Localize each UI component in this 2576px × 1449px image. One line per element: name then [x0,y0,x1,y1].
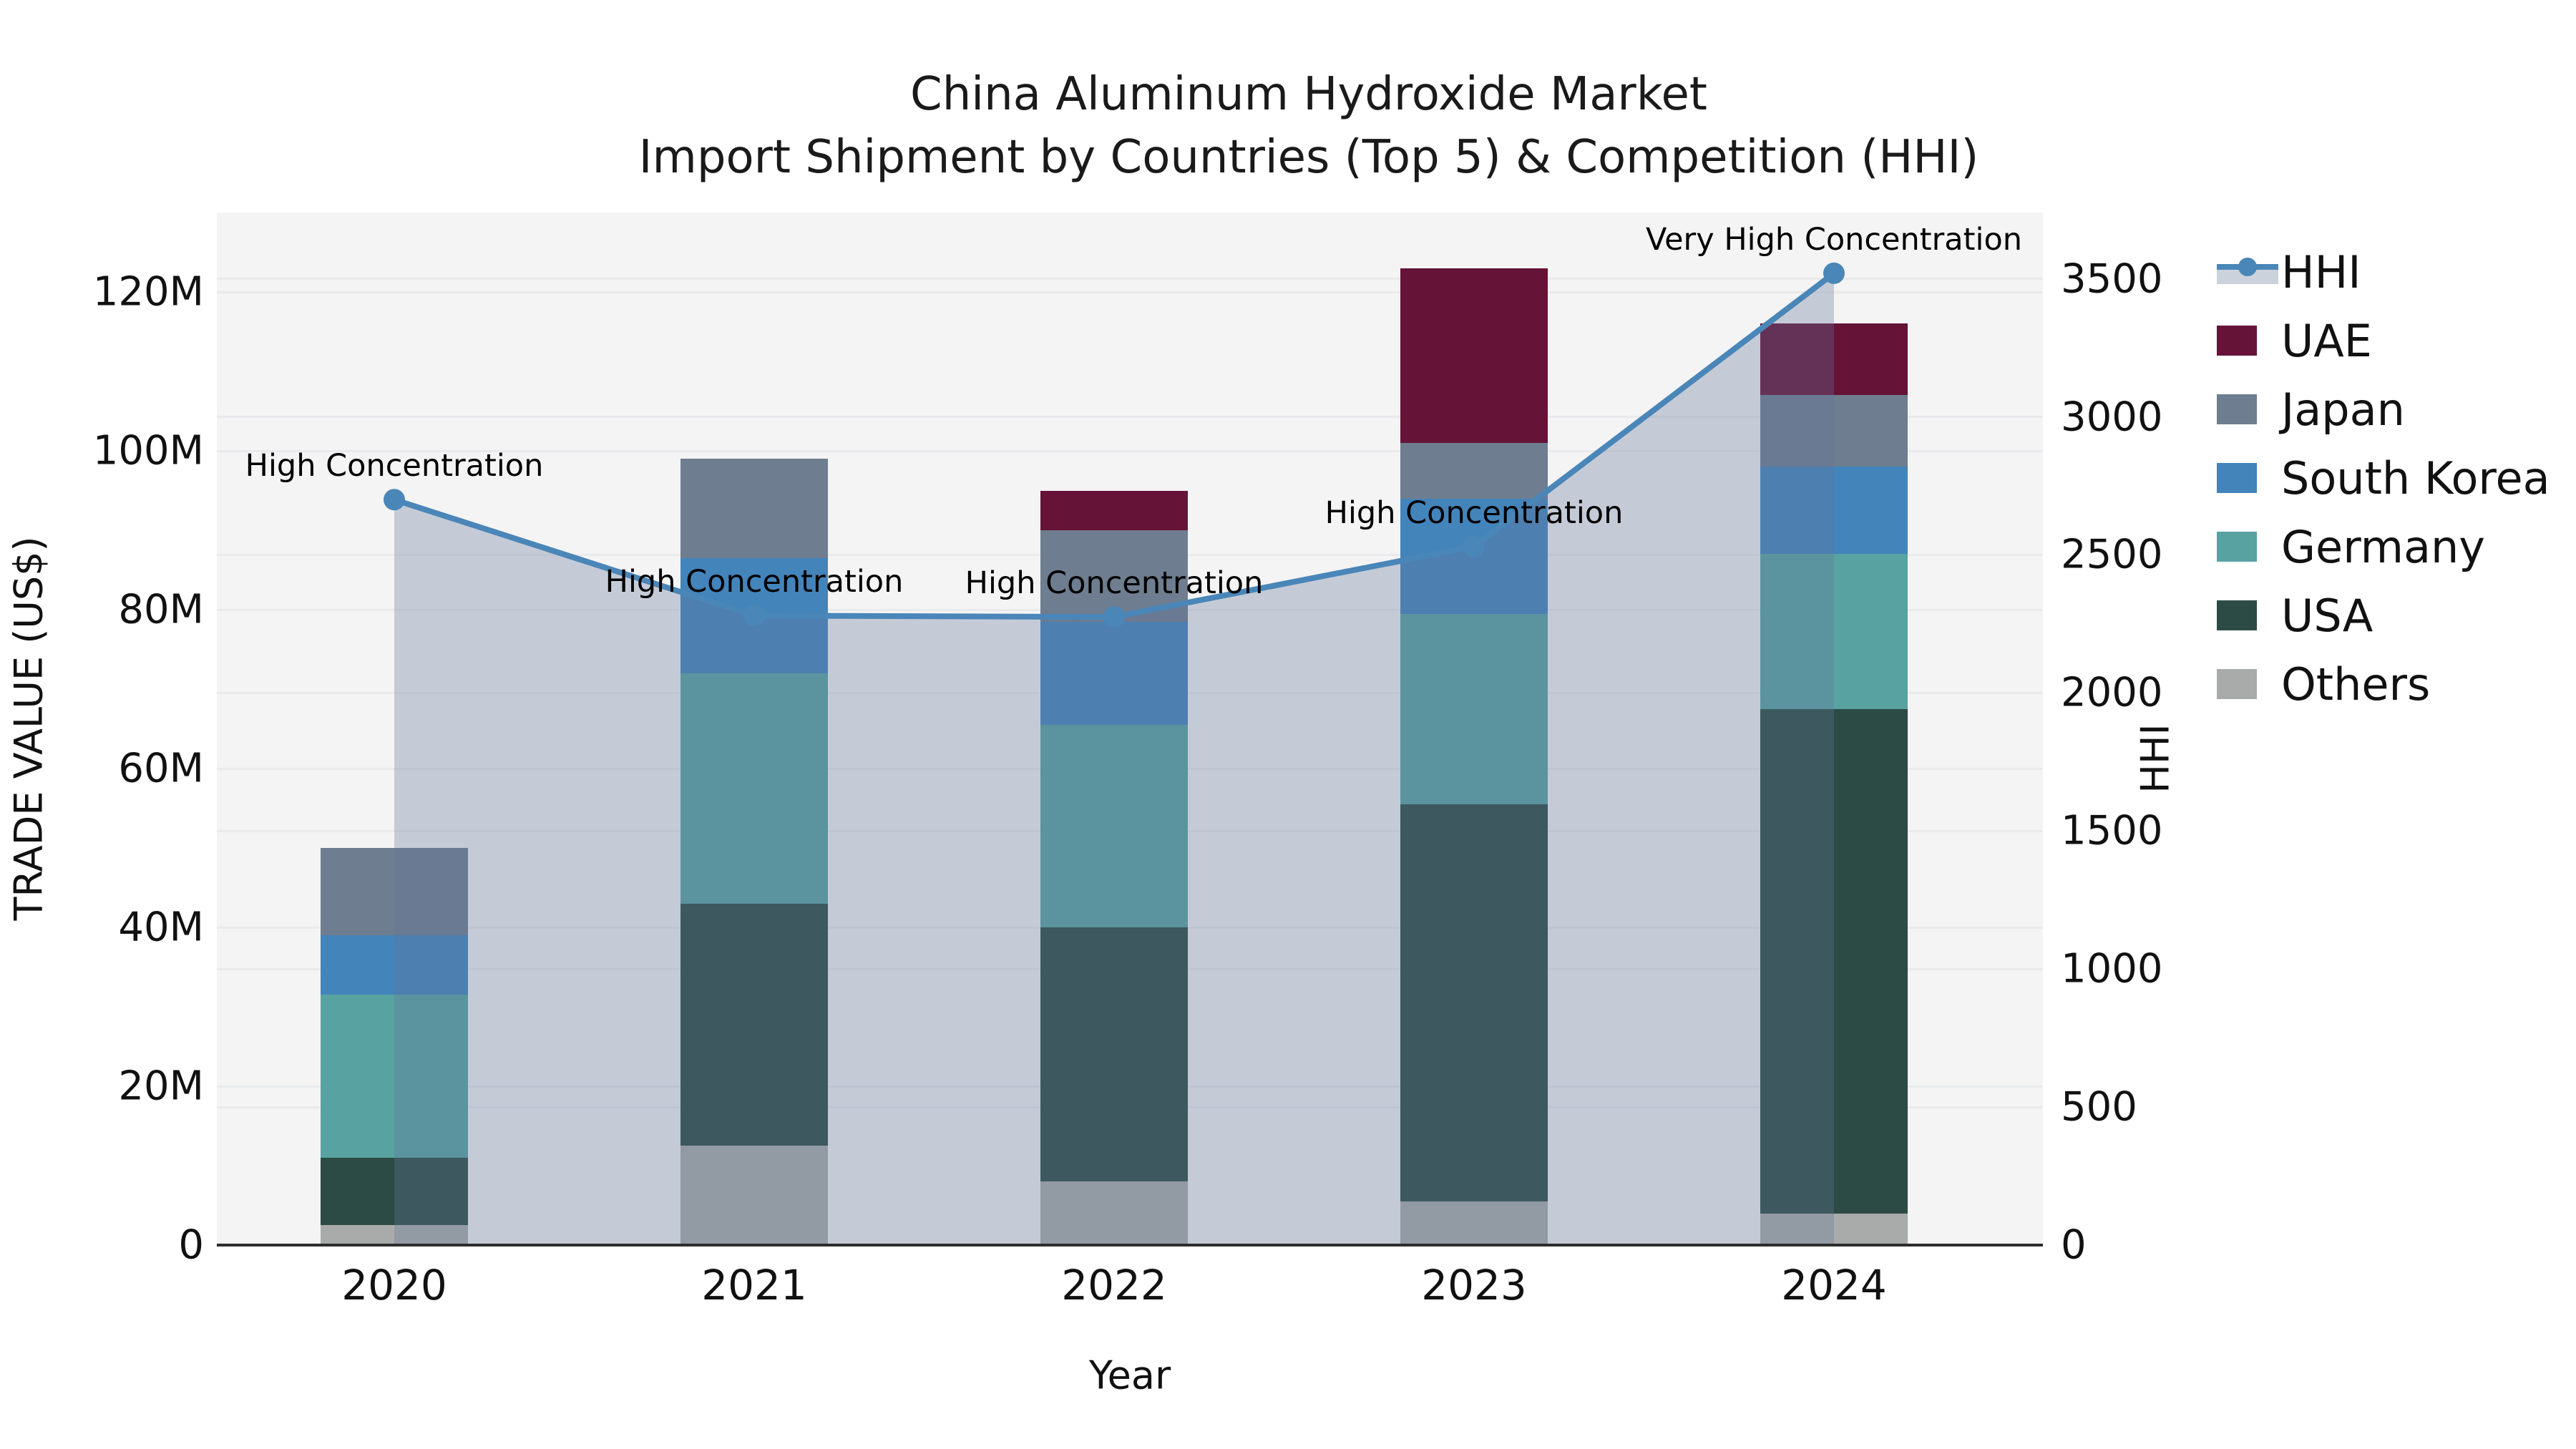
y-axis-right-title: HHI [2132,723,2178,794]
bar-segment-others-2020 [321,1225,468,1245]
bar-segment-others-2021 [680,1146,828,1245]
bar-segment-japan-2021 [680,459,828,558]
chart-title-line2: Import Shipment by Countries (Top 5) & C… [638,131,1979,184]
x-tick-2023: 2023 [1421,1261,1527,1309]
gridline-left-120M [217,291,2043,293]
bar-segment-japan-2020 [321,848,468,936]
bar-segment-south-korea-2020 [321,935,468,995]
legend-label-hhi: HHI [2281,245,2361,298]
gridline-right-3000 [217,416,2043,418]
bar-2024 [1760,213,1908,1245]
y-right-tick-3500: 3500 [2061,255,2163,303]
y-right-tick-2000: 2000 [2061,669,2163,716]
y-right-tick-500: 500 [2061,1083,2137,1131]
legend-label-germany: Germany [2281,520,2485,573]
y-right-tick-1000: 1000 [2061,945,2163,992]
y-left-tick-40M: 40M [118,904,204,951]
legend-label-japan: Japan [2281,383,2405,436]
legend-label-south-korea: South Korea [2281,452,2550,504]
y-left-tick-100M: 100M [92,427,204,474]
bar-segment-japan-2023 [1400,442,1548,499]
legend-label-uae: UAE [2281,314,2372,367]
legend-item-uae: UAE [2217,306,2550,375]
legend-swatch-japan [2217,394,2257,424]
gridline-left-100M [217,449,2043,452]
legend-swatch-south-korea [2217,463,2257,493]
x-tick-2024: 2024 [1781,1261,1887,1309]
x-tick-2020: 2020 [341,1261,447,1309]
hhi-line-layer [384,262,1845,1246]
hhi-marker-2021 [743,605,765,627]
bar-segment-usa-2022 [1040,927,1188,1182]
annotation-2021: High Concentration [605,564,904,600]
bar-segment-others-2022 [1040,1181,1188,1245]
legend-swatch-germany [2217,532,2257,562]
bar-2022 [1040,213,1188,1245]
bar-segment-germany-2023 [1400,613,1548,804]
bar-2020 [321,213,468,1245]
bar-segment-usa-2020 [321,1157,468,1226]
annotation-2022: High Concentration [965,565,1264,602]
bar-segment-germany-2021 [680,673,828,904]
bar-segment-usa-2024 [1760,708,1908,1214]
x-tick-2022: 2022 [1061,1261,1167,1309]
gridline-left-40M [217,926,2043,929]
y-left-tick-20M: 20M [118,1063,204,1110]
y-axis-left-title: TRADE VALUE (US$) [6,536,52,921]
y-right-tick-0: 0 [2061,1221,2087,1269]
legend-item-hhi: HHI [2217,238,2550,306]
legend-label-others: Others [2281,658,2431,711]
bar-segment-usa-2021 [680,903,828,1146]
bar-segment-japan-2024 [1760,395,1908,467]
bar-segment-germany-2022 [1040,724,1188,927]
bar-segment-germany-2020 [321,995,468,1158]
y-left-tick-80M: 80M [118,586,204,633]
y-left-tick-60M: 60M [118,745,204,792]
y-left-tick-0: 0 [178,1221,204,1269]
bar-segment-uae-2024 [1760,323,1908,396]
hhi-marker-2022 [1103,606,1125,628]
legend-item-germany: Germany [2217,512,2550,581]
y-right-tick-2500: 2500 [2061,531,2163,578]
bar-segment-usa-2023 [1400,804,1548,1201]
legend-item-usa: USA [2217,581,2550,650]
x-tick-2021: 2021 [701,1261,807,1309]
bar-segment-others-2023 [1400,1201,1548,1245]
legend-item-south-korea: South Korea [2217,444,2550,512]
legend: HHI UAE Japan South Korea Germany USA Others [2217,238,2550,718]
bar-segment-uae-2023 [1400,268,1548,443]
annotation-2023: High Concentration [1324,494,1624,531]
x-axis-title: Year [1088,1352,1171,1398]
legend-label-usa: USA [2281,589,2373,642]
bar-segment-south-korea-2024 [1760,467,1908,555]
x-axis-spine [217,1244,2043,1246]
bar-segment-uae-2022 [1040,490,1188,530]
annotation-2024: Very High Concentration [1645,221,2023,258]
gridline-right-3500 [217,278,2043,280]
legend-hhi-line-swatch [2217,255,2278,288]
y-left-tick-120M: 120M [92,268,204,316]
legend-hhi-marker-glyph [2238,258,2257,276]
bar-2021 [680,213,828,1245]
legend-swatch-usa [2217,600,2257,630]
legend-item-japan: Japan [2217,375,2550,444]
y-right-tick-1500: 1500 [2061,807,2163,854]
y-right-tick-3000: 3000 [2061,394,2163,440]
legend-swatch-others [2217,669,2257,699]
plot-area [217,213,2043,1246]
hhi-marker-2023 [1463,535,1485,557]
bar-segment-others-2024 [1760,1213,1908,1245]
hhi-marker-2020 [384,489,405,511]
legend-swatch-uae [2217,326,2257,356]
bar-segment-germany-2024 [1760,554,1908,709]
chart-title-line1: China Aluminum Hydroxide Market [910,68,1707,121]
hhi-marker-2024 [1823,262,1845,284]
hhi-area-fill [394,273,1834,1246]
bar-segment-south-korea-2022 [1040,621,1188,725]
bar-2023 [1400,213,1548,1245]
legend-item-others: Others [2217,650,2550,718]
annotation-2020: High Concentration [245,448,544,484]
